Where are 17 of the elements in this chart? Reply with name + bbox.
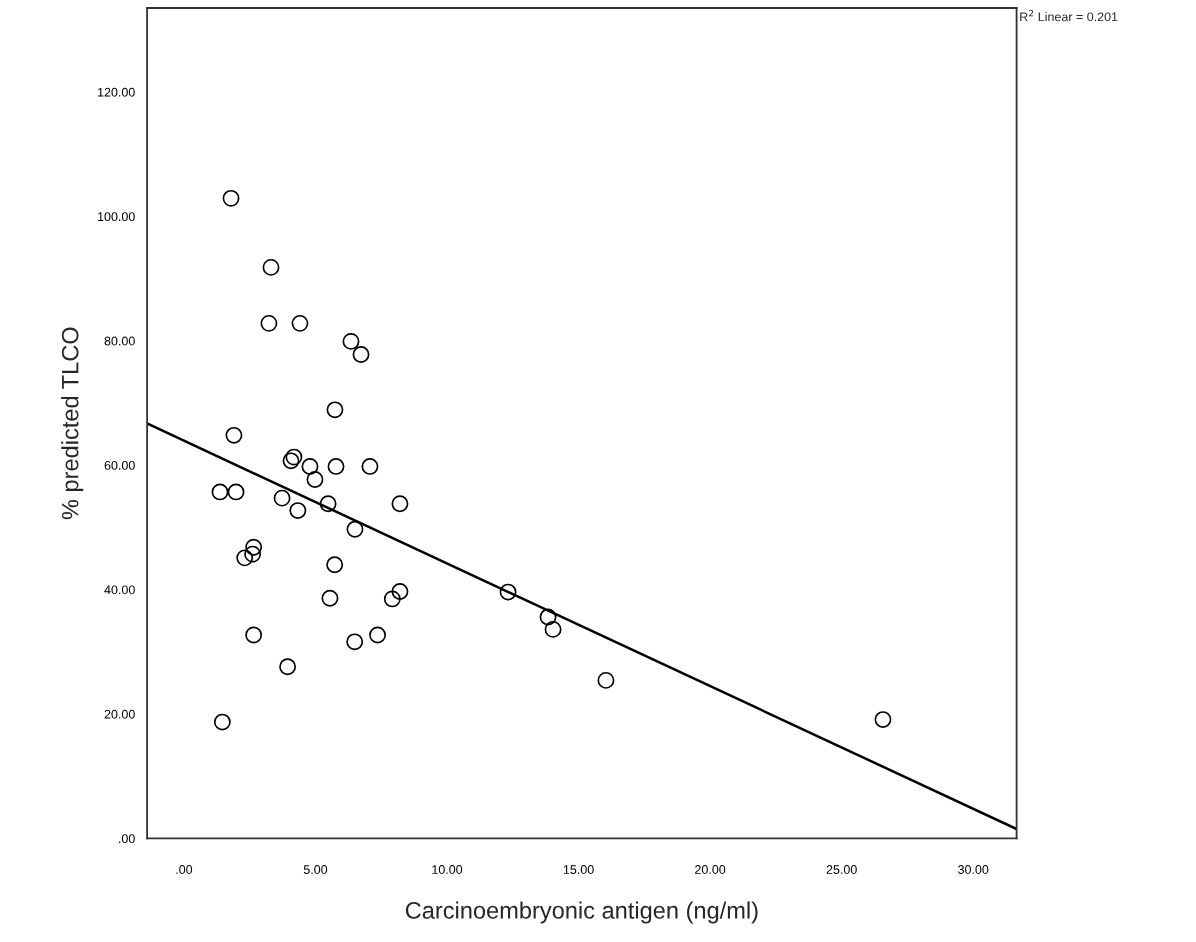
x-axis-title: Carcinoembryonic antigen (ng/ml): [405, 901, 758, 924]
y-tick-label: 120.00: [98, 87, 135, 97]
x-tick-label: 25.00: [826, 865, 857, 874]
y-tick-label: 20.00: [104, 709, 135, 719]
y-axis-title: % predicted TLCO: [61, 327, 84, 520]
x-tick-label: 15.00: [563, 865, 594, 874]
y-tick-label: 40.00: [104, 585, 135, 595]
y-tick-label: .00: [119, 834, 135, 844]
x-tick-label: 10.00: [432, 865, 463, 874]
x-tick-label: .00: [176, 865, 193, 874]
text: R$^{2}$ Linear = 0.201: [1020, 9, 1118, 22]
x-tick-label: 5.00: [303, 865, 328, 874]
x-tick-label: 20.00: [695, 865, 726, 874]
y-tick-label: 80.00: [104, 336, 135, 346]
y-tick-label: 100.00: [98, 212, 135, 222]
y-tick-label: 60.00: [104, 460, 135, 470]
x-tick-label: 30.00: [958, 865, 989, 874]
